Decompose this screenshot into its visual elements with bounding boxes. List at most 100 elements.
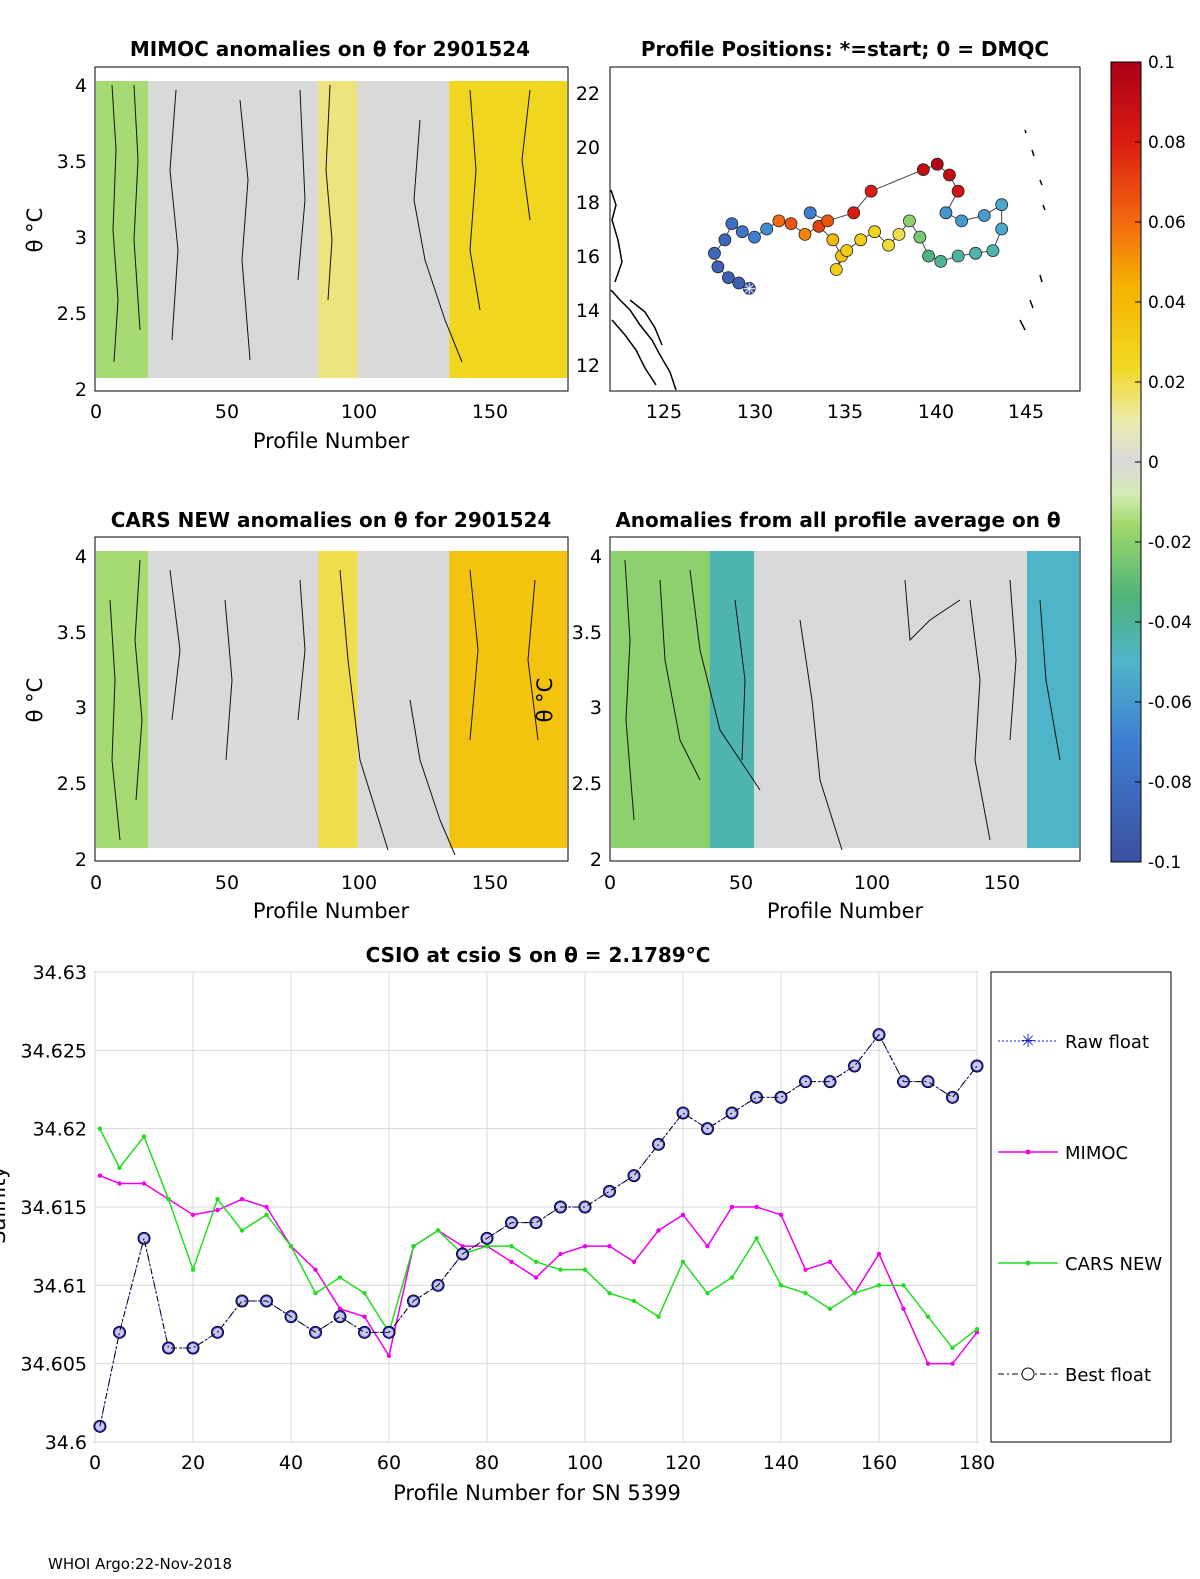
track-point xyxy=(821,214,834,228)
mimoc-xaxis: 0 50 100 150 xyxy=(90,401,508,423)
heatmap-cell xyxy=(357,551,450,848)
footer-stamp: WHOI Argo:22-Nov-2018 xyxy=(48,1555,232,1573)
salinity-ytick: 34.63 xyxy=(33,962,87,984)
cars-new-point xyxy=(852,1290,857,1296)
best-float-point xyxy=(529,1216,543,1230)
raw-float-point xyxy=(947,1091,958,1103)
cars-new-point xyxy=(925,1314,931,1319)
best-float-point xyxy=(872,1028,886,1042)
cars-title: CARS NEW anomalies on θ for 2901524 xyxy=(111,508,552,532)
cars-new-point xyxy=(264,1212,269,1218)
track-point xyxy=(772,214,786,228)
track-point xyxy=(930,157,944,171)
best-float-point xyxy=(382,1325,396,1339)
cars-xtick: 100 xyxy=(341,872,377,894)
salinity-xtick: 80 xyxy=(475,1452,499,1474)
raw-float-point xyxy=(334,1311,346,1323)
mimoc-point xyxy=(97,1173,103,1178)
best-float-point xyxy=(627,1169,641,1183)
mimoc-point xyxy=(803,1267,808,1272)
mimoc-point xyxy=(239,1196,245,1202)
best-float-point xyxy=(211,1325,224,1339)
cars-new-point xyxy=(190,1267,196,1272)
mimoc-point xyxy=(141,1181,147,1186)
track-point xyxy=(803,206,817,220)
best-float-point xyxy=(750,1090,763,1104)
track-point xyxy=(725,217,739,231)
best-float-point xyxy=(921,1075,935,1089)
best-float-point xyxy=(554,1200,567,1214)
cars-xlabel: Profile Number xyxy=(253,899,410,923)
track-point xyxy=(732,276,746,290)
raw-float-point xyxy=(971,1060,983,1072)
float-track: ✳ xyxy=(708,157,1009,298)
positions-xaxis: 125 130 135 140 145 xyxy=(646,401,1044,423)
mimoc-contours xyxy=(111,84,531,363)
heatmap-cell xyxy=(449,81,567,378)
best-float-point xyxy=(186,1341,200,1355)
mimoc-xtick: 50 xyxy=(215,401,239,423)
average-xtick: 50 xyxy=(729,872,753,894)
cars-yaxis: 4 3.5 3 2.5 2 xyxy=(57,546,87,871)
heatmap-cell xyxy=(1027,551,1079,848)
mimoc-point xyxy=(729,1204,735,1210)
best-float-point xyxy=(946,1090,959,1104)
best-float-point xyxy=(431,1278,445,1292)
cars-new-point xyxy=(729,1275,735,1280)
salinity-xtick: 180 xyxy=(959,1452,995,1474)
colorbar-tick-label: 0.08 xyxy=(1148,133,1186,153)
cars-new-point xyxy=(607,1290,612,1296)
track-point xyxy=(760,222,774,236)
cars-ytick: 4 xyxy=(75,546,87,568)
salinity-xtick: 20 xyxy=(181,1452,205,1474)
mimoc-point xyxy=(533,1275,539,1280)
mimoc-yaxis: 4 3.5 3 2.5 2 xyxy=(57,75,87,401)
track-point xyxy=(708,246,721,260)
colorbar-ticks: 0.1 0.08 0.06 0.04 0.02 0 -0.02 -0.04 -0.06 -0.08… xyxy=(1135,53,1192,873)
cars-new-point xyxy=(582,1267,588,1272)
track-point xyxy=(995,222,1009,236)
salinity-ytick: 34.625 xyxy=(21,1040,87,1062)
best-float-point xyxy=(137,1231,151,1245)
track-point xyxy=(977,209,991,222)
cars-ytick: 2.5 xyxy=(57,773,87,795)
mimoc-point xyxy=(313,1267,318,1272)
salinity-ylabel: Salinity xyxy=(0,1166,10,1244)
colorbar-tick-label: 0.02 xyxy=(1148,373,1186,393)
mimoc-point xyxy=(705,1243,710,1249)
best-float-point xyxy=(799,1075,812,1089)
mimoc-ytick: 2.5 xyxy=(57,303,87,325)
heatmap-cell xyxy=(318,551,358,848)
track-point xyxy=(882,238,895,252)
mimoc-ytick: 3 xyxy=(75,227,87,249)
cars-new-point xyxy=(876,1283,882,1288)
mimoc-point xyxy=(827,1259,833,1265)
salinity-xtick: 60 xyxy=(377,1452,401,1474)
track-point xyxy=(955,214,969,228)
positions-xtick: 140 xyxy=(918,401,954,423)
salinity-ytick: 34.615 xyxy=(21,1197,87,1219)
mimoc-point xyxy=(509,1259,514,1265)
mimoc-point xyxy=(215,1207,220,1213)
mimoc-point xyxy=(876,1251,882,1257)
panel-cars: CARS NEW anomalies on θ for 2901524 4 3.… xyxy=(23,508,569,923)
best-float-point xyxy=(676,1106,690,1120)
start-asterisk-icon: ✳ xyxy=(743,279,756,298)
raw-float-point xyxy=(604,1185,615,1197)
track-point xyxy=(892,227,906,241)
cars-new-point xyxy=(484,1243,490,1249)
mimoc-point xyxy=(656,1228,661,1233)
best-float-point xyxy=(260,1294,273,1308)
positions-xtick: 130 xyxy=(737,401,773,423)
track-point xyxy=(943,168,956,182)
mimoc-point xyxy=(631,1259,637,1265)
raw-float-point xyxy=(359,1326,370,1338)
best-float-point xyxy=(113,1325,126,1339)
salinity-yaxis: 34.6 34.605 34.61 34.615 34.62 34.625 34.63 xyxy=(21,962,87,1454)
positions-title: Profile Positions: *=start; 0 = DMQC xyxy=(641,37,1049,61)
mimoc-point xyxy=(117,1181,122,1186)
mimoc-ylabel: θ °C xyxy=(23,208,47,253)
heatmap-cell xyxy=(148,81,319,378)
heatmap-cell xyxy=(357,81,450,378)
